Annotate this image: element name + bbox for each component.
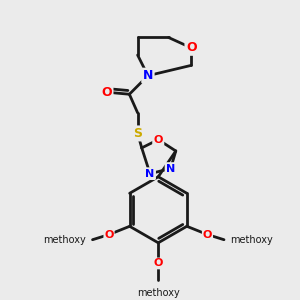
Text: O: O xyxy=(203,230,212,240)
Text: O: O xyxy=(154,258,163,268)
Text: methoxy: methoxy xyxy=(137,288,180,298)
Text: N: N xyxy=(143,69,153,82)
Text: N: N xyxy=(146,169,154,179)
Text: N: N xyxy=(166,164,175,173)
Text: methoxy: methoxy xyxy=(44,235,86,245)
Text: O: O xyxy=(104,230,114,240)
Text: methoxy: methoxy xyxy=(230,235,273,245)
Text: O: O xyxy=(186,41,196,54)
Text: S: S xyxy=(133,127,142,140)
Text: O: O xyxy=(101,86,112,99)
Text: O: O xyxy=(154,135,163,145)
